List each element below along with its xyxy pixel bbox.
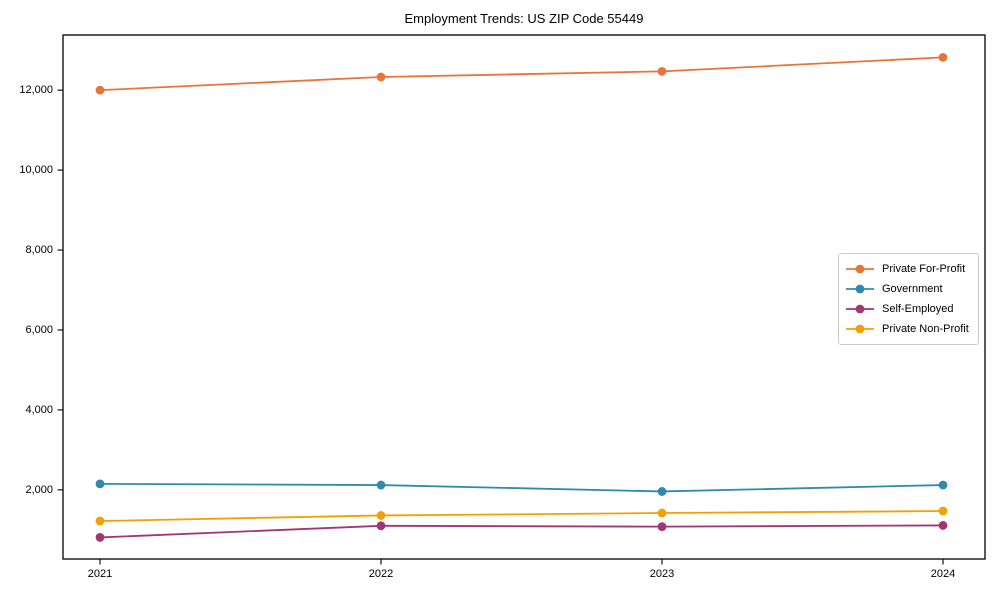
data-point-marker: [376, 511, 386, 520]
axes-frame: [62, 34, 986, 560]
data-point-marker: [657, 66, 667, 76]
legend-item: Private Non-Profit: [845, 319, 970, 339]
y-tick-label: 8,000: [25, 244, 53, 257]
legend-marker-icon: [846, 284, 874, 294]
x-tick-label: 2024: [930, 568, 956, 580]
data-point-marker: [95, 479, 105, 489]
data-point-marker: [95, 533, 105, 542]
x-tick-label: 2023: [649, 568, 675, 580]
legend-item: Private For-Profit: [845, 259, 970, 279]
y-tick-label: 6,000: [25, 323, 53, 336]
data-point-marker: [938, 521, 948, 530]
data-point-marker: [657, 487, 667, 496]
y-tick-label: 10,000: [19, 164, 53, 177]
legend: Private For-Profit Government Self-Employe…: [838, 253, 979, 345]
data-point-marker: [376, 72, 386, 82]
series-line: [99, 524, 944, 539]
data-point-marker: [376, 480, 386, 490]
legend-label: Private For-Profit: [882, 263, 966, 275]
series-line: [99, 510, 944, 522]
legend-marker-icon: [846, 324, 874, 334]
data-point-marker: [95, 85, 105, 95]
data-point-marker: [95, 516, 105, 526]
x-tick-label: 2022: [368, 568, 394, 580]
y-tick-label: 12,000: [19, 84, 53, 97]
y-tick-label: 2,000: [25, 483, 53, 496]
legend-label: Government: [882, 283, 943, 295]
legend-item: Self-Employed: [845, 299, 970, 319]
series-line: [99, 482, 944, 493]
legend-label: Private Non-Profit: [882, 323, 969, 335]
x-tick-label: 2021: [87, 568, 113, 580]
data-point-marker: [376, 521, 386, 531]
legend-label: Self-Employed: [882, 303, 954, 315]
legend-marker-icon: [846, 264, 874, 274]
legend-marker-icon: [846, 304, 874, 314]
data-point-marker: [938, 480, 948, 490]
series-line: [99, 56, 944, 92]
data-point-marker: [938, 506, 948, 516]
data-point-marker: [938, 52, 948, 62]
y-tick-label: 4,000: [25, 403, 53, 416]
data-point-marker: [657, 522, 667, 532]
legend-item: Government: [845, 279, 970, 299]
chart-title: Employment Trends: US ZIP Code 55449: [404, 11, 644, 26]
data-point-marker: [657, 508, 667, 518]
